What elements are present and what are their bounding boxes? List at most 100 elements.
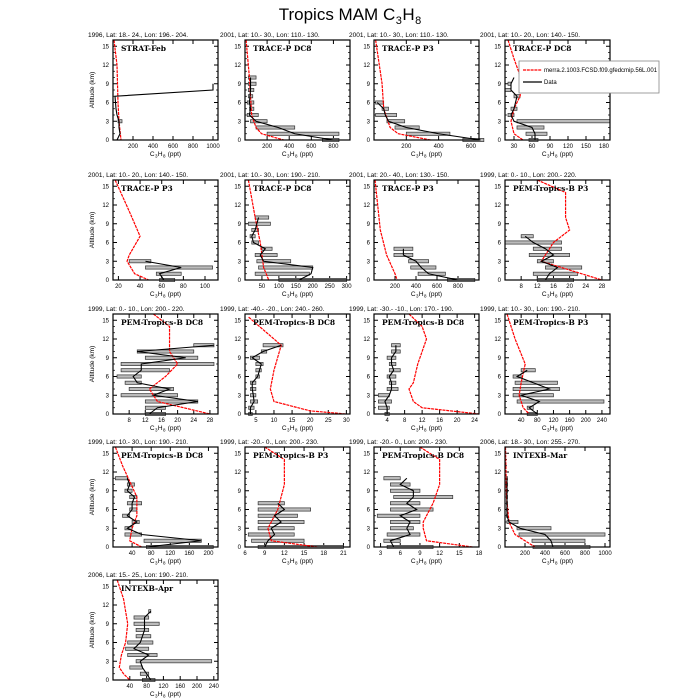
data-line — [114, 83, 214, 141]
data-range-bar — [388, 368, 401, 373]
data-line — [515, 369, 552, 415]
panel-header: 1999, Lat: -30.- -10., Lon: 170.- 190. — [349, 306, 454, 313]
x-tick-label: 400 — [284, 144, 295, 150]
x-axis-label-part: (ppt) — [427, 151, 442, 158]
x-axis-label-part: H — [550, 151, 555, 158]
y-tick-label: 3 — [367, 119, 371, 125]
x-axis-label-part: C — [150, 151, 155, 158]
x-tick-label: 15 — [301, 551, 308, 557]
experiment-label: PEM-Tropics-B DC8 — [253, 318, 335, 327]
plot-frame — [504, 446, 611, 548]
x-tick-label: 600 — [466, 144, 477, 150]
y-tick-label: 0 — [498, 278, 502, 284]
x-axis-label-part: 3 — [155, 428, 158, 433]
x-tick-label: 300 — [342, 284, 353, 290]
model-line — [375, 39, 431, 141]
x-tick-label: 800 — [188, 144, 199, 150]
x-tick-label: 180 — [599, 144, 610, 150]
data-line — [264, 502, 286, 548]
data-range-bar — [250, 387, 257, 391]
data-range-bar — [417, 271, 446, 276]
x-tick-label: 12 — [436, 551, 443, 557]
y-tick-label: 3 — [367, 526, 371, 532]
y-tick-label: 15 — [363, 184, 370, 190]
data-range-bar — [251, 538, 305, 543]
y-tick-label: 3 — [367, 259, 371, 265]
model-line — [537, 179, 603, 281]
y-tick-label: 12 — [494, 63, 501, 69]
x-tick-label: 24 — [190, 418, 197, 424]
y-tick-label: 6 — [498, 101, 502, 107]
y-tick-label: 12 — [363, 63, 370, 69]
x-tick-label: 12 — [419, 418, 426, 424]
panel: 1999, Lat: 0.- 10., Lon: 200.- 220. 0 3 6 9 1… — [88, 306, 219, 433]
x-tick-label: 1000 — [598, 551, 612, 557]
y-tick-label: 15 — [363, 451, 370, 457]
data-range-bar — [381, 106, 389, 111]
data-range-bar — [262, 343, 284, 348]
x-axis-label-part: 3 — [547, 561, 550, 566]
x-axis-label-part: C — [150, 291, 155, 298]
x-axis-label-part: C — [282, 291, 287, 298]
y-tick-label: 3 — [498, 119, 502, 125]
y-tick-label: 15 — [234, 451, 241, 457]
x-tick-label: 200 — [262, 144, 273, 150]
x-axis-label-part: H — [290, 425, 295, 432]
data-range-bar — [512, 387, 560, 391]
data-range-bar — [376, 513, 421, 518]
experiment-label: TRACE-P DC8 — [513, 44, 572, 53]
y-tick-label: 15 — [234, 44, 241, 50]
x-axis-label-part: 3 — [287, 428, 290, 433]
x-tick-label: 100 — [274, 284, 285, 290]
panel: 2001, Lat: 10.- 30., Lon: 190.- 210. 0 3 6 9… — [220, 172, 352, 299]
data-range-bar — [254, 215, 270, 220]
x-axis-label: C3H8 (ppt) — [411, 425, 442, 433]
x-axis-label: C3H8 (ppt) — [150, 151, 181, 159]
y-tick-label: 12 — [234, 337, 241, 343]
y-tick-label: 6 — [106, 508, 110, 514]
y-tick-label: 3 — [106, 119, 110, 125]
y-tick-label: 12 — [363, 337, 370, 343]
x-tick-label: 50 — [259, 284, 266, 290]
x-tick-label: 10 — [271, 418, 278, 424]
x-axis-label-part: (ppt) — [166, 691, 181, 698]
x-axis-label: C3H8 (ppt) — [282, 291, 313, 299]
y-tick-label: 9 — [106, 222, 110, 228]
y-tick-label: 3 — [106, 393, 110, 399]
x-tick-label: 800 — [580, 551, 591, 557]
x-axis-label-part: H — [158, 425, 163, 432]
panel-header: 1999, Lat: -20.- 0., Lon: 200.- 230. — [349, 439, 448, 446]
model-line — [148, 313, 211, 415]
x-tick-label: 200 — [203, 551, 214, 557]
y-tick-label: 15 — [234, 184, 241, 190]
x-axis-label-part: H — [419, 291, 424, 298]
data-range-bar — [247, 81, 257, 86]
data-range-bar — [248, 221, 271, 226]
x-axis-label-part: (ppt) — [166, 151, 181, 158]
x-tick-label: 800 — [453, 284, 464, 290]
x-axis-label-part: (ppt) — [166, 558, 181, 565]
y-tick-label: 9 — [106, 356, 110, 362]
plot-frame — [373, 313, 480, 415]
y-tick-label: 0 — [498, 138, 502, 144]
x-tick-label: 8 — [127, 418, 131, 424]
x-axis-label-part: C — [411, 151, 416, 158]
x-axis-label: C3H8 (ppt) — [411, 291, 442, 299]
figure-title: Tropics MAM C3H8 — [279, 5, 422, 27]
x-tick-label: 160 — [184, 551, 195, 557]
experiment-label: PEM-Tropics-B P3 — [513, 318, 588, 327]
data-line — [389, 477, 418, 548]
data-range-bar — [378, 393, 390, 398]
figure-title-part: 3 — [396, 15, 402, 27]
y-tick-label: 9 — [238, 356, 242, 362]
x-axis-label-part: (ppt) — [166, 425, 181, 432]
x-axis-label-part: 8 — [295, 294, 298, 299]
data-range-bar — [254, 271, 310, 276]
plot-frame — [244, 39, 351, 141]
figure-title-part: 8 — [415, 15, 421, 27]
panel: 1996, Lat: 18.- 24., Lon: 196.- 204. 0 3 6 9… — [88, 32, 220, 159]
x-axis-label: C3H8 (ppt) — [150, 425, 181, 433]
y-tick-label: 9 — [238, 222, 242, 228]
model-line — [248, 316, 347, 415]
x-tick-label: 28 — [599, 284, 606, 290]
